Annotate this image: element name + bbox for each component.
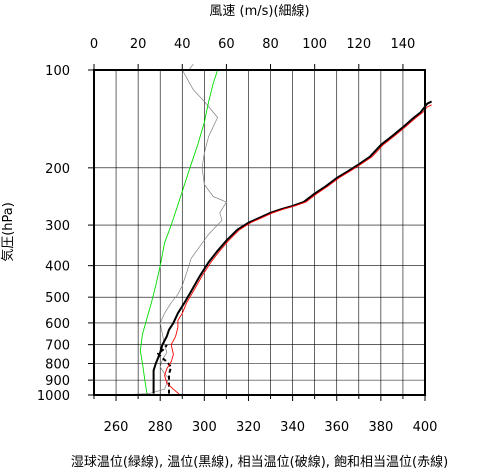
grid-lines: [93, 69, 426, 396]
bottom-axis-tick-label: 300: [192, 420, 217, 435]
axis-ticks: 0 20 40 60 80 100 120 140 260 280 300 320 340 360 380 4…: [37, 37, 438, 435]
top-axis-tick-label: 140: [391, 37, 416, 52]
series-line-風速: [116, 63, 227, 396]
top-axis-tick-label: 20: [130, 37, 147, 52]
y-axis-tick-label: 800: [45, 358, 70, 373]
series-line-湿球温位: [139, 69, 219, 394]
bottom-axis-tick-label: 260: [104, 420, 129, 435]
top-axis-tick-label: 100: [302, 37, 327, 52]
bottom-axis-title: 湿球温位(緑線), 温位(黒線), 相当温位(破線), 飽和相当温位(赤線): [71, 454, 448, 470]
bottom-axis-tick-label: 340: [280, 420, 305, 435]
y-axis-tick-label: 500: [45, 291, 70, 306]
y-axis-tick-label: 1000: [37, 389, 70, 404]
series-line-相当温位: [157, 344, 173, 394]
top-axis-tick-label: 120: [346, 37, 371, 52]
top-axis-tick-label: 60: [218, 37, 235, 52]
data-series: [116, 63, 433, 396]
plot-frame: [93, 69, 426, 396]
bottom-axis-tick-label: 360: [324, 420, 349, 435]
y-axis-tick-label: 200: [45, 162, 70, 177]
series-line-飽和相当温位: [164, 104, 432, 396]
series-line-温位: [152, 100, 433, 394]
bottom-axis-tick-label: 400: [413, 420, 438, 435]
y-axis-tick-label: 900: [45, 374, 70, 389]
y-axis-tick-label: 700: [45, 339, 70, 354]
top-axis-tick-label: 40: [174, 37, 191, 52]
y-axis-tick-label: 300: [45, 219, 70, 234]
bottom-axis-tick-label: 380: [368, 420, 393, 435]
top-axis-title: 風速 (m/s)(細線): [209, 3, 309, 19]
y-axis-title: 気圧(hPa): [0, 202, 16, 262]
top-axis-tick-label: 80: [262, 37, 279, 52]
y-axis-tick-label: 100: [45, 64, 70, 79]
top-axis-tick-label: 0: [90, 37, 98, 52]
bottom-axis-tick-label: 280: [148, 420, 173, 435]
y-axis-tick-label: 600: [45, 317, 70, 332]
y-axis-tick-label: 400: [45, 260, 70, 275]
bottom-axis-tick-label: 320: [236, 420, 261, 435]
